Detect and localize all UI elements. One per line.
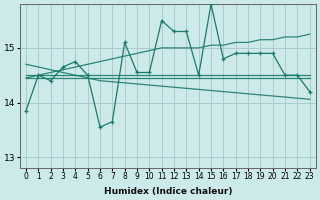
X-axis label: Humidex (Indice chaleur): Humidex (Indice chaleur) — [104, 187, 232, 196]
